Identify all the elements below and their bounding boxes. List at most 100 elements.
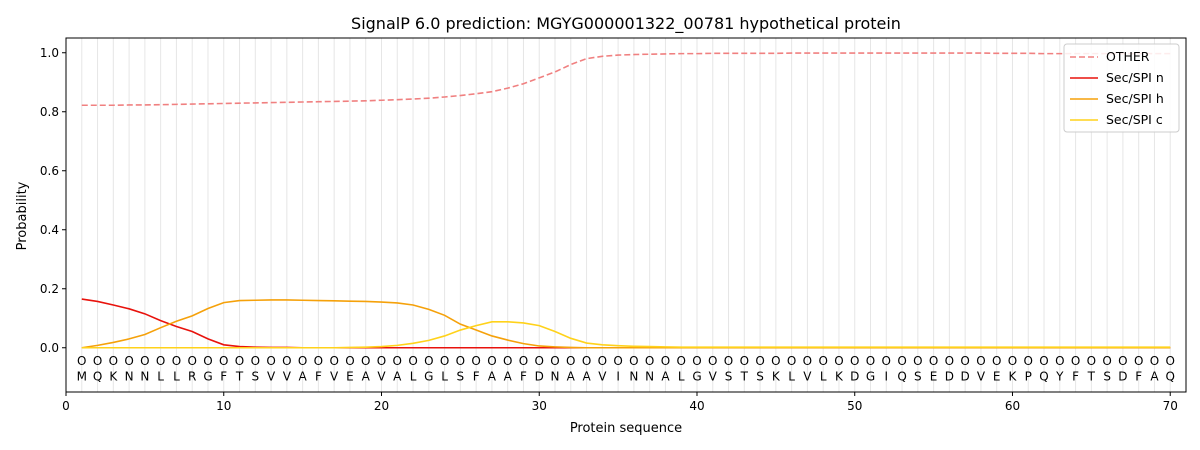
legend: OTHER Sec/SPI n Sec/SPI h Sec/SPI c <box>1063 43 1180 133</box>
series-sec-spi-c <box>81 320 1171 349</box>
residue-annotation: O <box>929 354 938 368</box>
residue-annotation: O <box>266 354 275 368</box>
residue-annotation: O <box>440 354 449 368</box>
residue-letter: N <box>629 370 638 384</box>
residue-letter: A <box>393 370 402 384</box>
residue-annotation: O <box>661 354 670 368</box>
residue-annotation: O <box>298 354 307 368</box>
residue-letter: G <box>692 370 701 384</box>
legend-label: OTHER <box>1106 49 1150 64</box>
residue-annotation: O <box>535 354 544 368</box>
residue-annotation: O <box>519 354 528 368</box>
residue-letter: K <box>772 370 781 384</box>
residue-letter: N <box>551 370 560 384</box>
residue-letter: N <box>140 370 149 384</box>
residue-annotation: O <box>613 354 622 368</box>
residue-annotation: O <box>251 354 260 368</box>
legend-box <box>1063 43 1180 133</box>
residue-letter: E <box>930 370 938 384</box>
axes: 0 10 20 30 40 50 60 70 0.0 0.2 0.4 0.6 0.8 1.0 <box>40 37 1187 413</box>
residue-annotation: O <box>1165 354 1174 368</box>
chart-title: SignalP 6.0 prediction: MGYG000001322_00… <box>351 14 901 34</box>
residue-letter: K <box>1009 370 1018 384</box>
residue-annotation: O <box>976 354 985 368</box>
residue-letter: A <box>299 370 308 384</box>
residue-letter: T <box>235 370 244 384</box>
residue-annotation: O <box>424 354 433 368</box>
residue-letter: D <box>850 370 859 384</box>
residue-annotation: O <box>487 354 496 368</box>
residue-annotation: O <box>172 354 181 368</box>
residue-annotation: O <box>93 354 102 368</box>
residue-annotation: O <box>834 354 843 368</box>
residue-letter: T <box>1087 370 1096 384</box>
residue-annotation: O <box>676 354 685 368</box>
residue-letter: S <box>914 370 922 384</box>
residue-annotation: O <box>314 354 323 368</box>
residue-annotation: O <box>771 354 780 368</box>
residue-annotation: O <box>1024 354 1033 368</box>
residue-letter: D <box>535 370 544 384</box>
residue-annotation: O <box>156 354 165 368</box>
series-sec-spi-n <box>81 298 1171 349</box>
residue-letter: L <box>678 370 685 384</box>
residue-annotation: O <box>329 354 338 368</box>
residue-annotation: O <box>1150 354 1159 368</box>
grid-lines <box>81 38 1171 392</box>
residue-annotation: O <box>187 354 196 368</box>
residue-annotation: O <box>724 354 733 368</box>
residue-letter: K <box>835 370 844 384</box>
legend-label: Sec/SPI n <box>1106 70 1164 85</box>
legend-label: Sec/SPI h <box>1106 91 1164 106</box>
residue-annotation: O <box>408 354 417 368</box>
x-tick-label: 30 <box>532 399 547 413</box>
residue-letter: V <box>267 370 276 384</box>
residue-annotation: O <box>1039 354 1048 368</box>
residue-annotation: O <box>1055 354 1064 368</box>
residue-annotation: O <box>361 354 370 368</box>
residue-annotation: O <box>1087 354 1096 368</box>
residue-letter: L <box>441 370 448 384</box>
residue-letter: L <box>820 370 827 384</box>
residue-letter: F <box>1072 370 1079 384</box>
residue-letter: A <box>488 370 497 384</box>
residue-letter: N <box>645 370 654 384</box>
y-tick-label: 0.0 <box>40 341 59 355</box>
residue-letter: L <box>173 370 180 384</box>
residue-letter: F <box>473 370 480 384</box>
residue-letter: G <box>203 370 212 384</box>
residue-letter: V <box>283 370 292 384</box>
residue-annotation: O <box>897 354 906 368</box>
residue-letter: A <box>582 370 591 384</box>
residue-letter: L <box>410 370 417 384</box>
residue-letter: F <box>220 370 227 384</box>
residue-annotation: O <box>219 354 228 368</box>
residue-annotation: O <box>1008 354 1017 368</box>
residue-letter: N <box>125 370 134 384</box>
residue-annotation: O <box>960 354 969 368</box>
y-tick-label: 0.2 <box>40 282 59 296</box>
residue-letter: F <box>315 370 322 384</box>
residue-annotation: O <box>1102 354 1111 368</box>
x-tick-label: 50 <box>847 399 862 413</box>
residue-letter: S <box>756 370 764 384</box>
residue-annotation: O <box>1118 354 1127 368</box>
residue-letter: S <box>725 370 733 384</box>
residue-annotation: O <box>566 354 575 368</box>
residue-letter: G <box>866 370 875 384</box>
residue-annotation: O <box>203 354 212 368</box>
series-other <box>81 52 1171 107</box>
residue-letter: D <box>961 370 970 384</box>
residue-letter: I <box>885 370 889 384</box>
residue-annotation: O <box>124 354 133 368</box>
residue-letter: I <box>616 370 620 384</box>
residue-annotation: O <box>598 354 607 368</box>
y-tick-label: 0.8 <box>40 105 59 119</box>
residue-letter: L <box>157 370 164 384</box>
residue-letter: S <box>457 370 465 384</box>
series-sec-spi-h <box>81 299 1171 349</box>
residue-letter: T <box>740 370 749 384</box>
residue-annotation: O <box>850 354 859 368</box>
residue-letter: L <box>788 370 795 384</box>
